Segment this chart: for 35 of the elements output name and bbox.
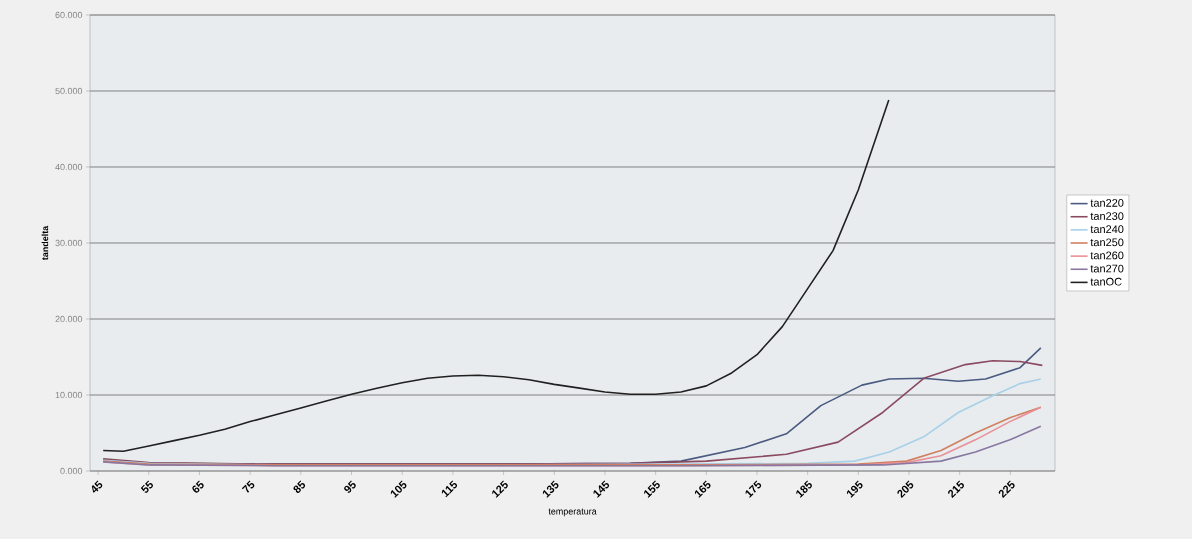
x-tick-label: 125 <box>492 480 508 498</box>
x-tick-label: 185 <box>796 480 812 498</box>
legend-label: tan220 <box>1090 199 1124 207</box>
x-tick-label: 95 <box>344 480 356 493</box>
x-tick-label: 115 <box>441 480 458 498</box>
legend-label: tan270 <box>1090 264 1124 273</box>
y-axis-title: tandelta <box>41 225 49 261</box>
y-tick-label: 20.000 <box>55 315 83 323</box>
x-axis-title: temperatura <box>548 508 597 517</box>
x-tick-label: 135 <box>542 480 559 498</box>
y-tick-label: 10.000 <box>55 391 83 399</box>
x-tick-label: 165 <box>694 480 711 498</box>
x-tick-label: 205 <box>897 480 914 499</box>
y-tick-label: 0.000 <box>60 467 83 475</box>
legend-label: tan230 <box>1090 212 1124 220</box>
x-tick-label: 155 <box>644 480 660 498</box>
x-tick-label: 175 <box>745 480 762 498</box>
x-tick-label: 145 <box>593 480 610 498</box>
y-tick-label: 40.000 <box>55 163 83 171</box>
x-tick-label: 225 <box>998 480 1015 499</box>
y-tick-label: 50.000 <box>55 87 83 95</box>
x-tick-label: 85 <box>293 480 306 493</box>
x-tick-label: 215 <box>948 480 964 499</box>
x-tick-label: 55 <box>140 480 153 493</box>
legend-label: tan260 <box>1090 251 1124 260</box>
x-tick-label: 65 <box>192 480 204 493</box>
legend-label: tanOC <box>1090 277 1122 286</box>
x-tick-label: 195 <box>846 480 863 498</box>
x-tick-label: 105 <box>390 480 407 498</box>
y-tick-label: 60.000 <box>55 11 83 19</box>
legend-label: tan240 <box>1090 225 1124 234</box>
x-tick-label: 45 <box>91 480 103 493</box>
legend-label: tan250 <box>1090 238 1124 247</box>
y-tick-label: 30.000 <box>55 239 83 247</box>
x-tick-label: 75 <box>241 480 255 493</box>
